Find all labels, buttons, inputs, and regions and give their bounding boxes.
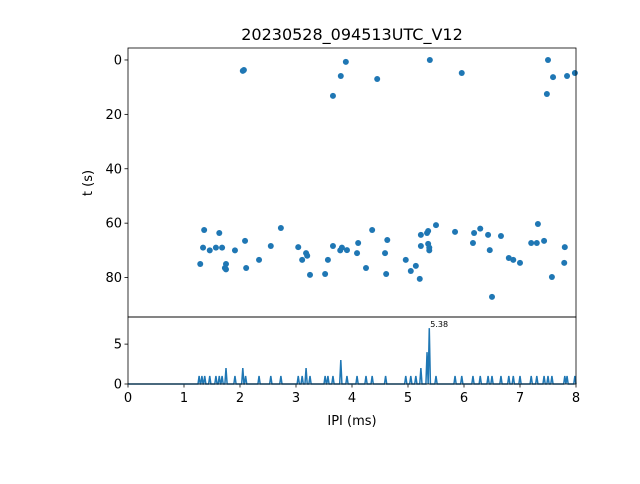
scatter-point (201, 226, 208, 233)
scatter-point (412, 262, 419, 269)
scatter-point (402, 256, 409, 263)
scatter-point (304, 252, 311, 259)
x-tick-label: 8 (572, 391, 580, 406)
axes-frame (127, 47, 577, 318)
x-tick-label: 1 (180, 391, 188, 406)
x-tick-label: 7 (516, 391, 524, 406)
scatter-point (206, 247, 213, 254)
scatter-point (369, 226, 376, 233)
scatter-point (322, 271, 329, 278)
x-tick-label: 4 (348, 391, 356, 406)
scatter-point (267, 243, 274, 250)
scatter-point (541, 237, 548, 244)
scatter-point (485, 231, 492, 238)
scatter-point (489, 293, 495, 300)
scatter-point (426, 247, 433, 254)
scatter-point (469, 240, 476, 247)
x-axis-label: IPI (ms) (327, 414, 376, 429)
scatter-point (355, 240, 362, 247)
axes-frame (127, 316, 577, 385)
scatter-point (343, 247, 350, 254)
scatter-point (383, 271, 390, 278)
scatter-point (417, 243, 424, 250)
scatter-point (324, 256, 331, 263)
scatter-point (329, 243, 336, 250)
scatter-point (417, 231, 424, 238)
scatter-point (486, 247, 493, 254)
scatter-point (197, 260, 204, 267)
annotation: 5.38 (430, 320, 448, 329)
scatter-point (571, 70, 578, 77)
scatter-point (338, 244, 345, 251)
scatter-point (240, 67, 247, 74)
scatter-point (382, 250, 389, 257)
x-tick-label: 0 (124, 391, 132, 406)
scatter-point (354, 250, 361, 257)
scatter-point (517, 259, 523, 266)
scatter-point (337, 73, 344, 80)
scatter-point (277, 225, 284, 232)
y-tick-label: 0 (114, 53, 122, 68)
y-tick-label: 20 (105, 108, 122, 123)
scatter-point (452, 228, 459, 235)
scatter-point (256, 256, 263, 263)
y-tick-label: 60 (105, 217, 122, 232)
scatter-point (231, 247, 238, 254)
scatter-point (548, 274, 555, 281)
scatter-point (299, 256, 306, 263)
x-tick-label: 5 (404, 391, 412, 406)
y-tick-label: 40 (105, 162, 122, 177)
y-axis-label: t (s) (81, 170, 96, 196)
scatter-point (534, 220, 541, 227)
scatter-point (550, 74, 557, 81)
scatter-point (242, 237, 249, 244)
x-tick-label: 2 (236, 391, 244, 406)
scatter-point (295, 244, 302, 251)
line-series (128, 328, 577, 385)
scatter-point (200, 244, 207, 251)
scatter-point (407, 268, 414, 275)
scatter-point (510, 256, 517, 263)
scatter-point (561, 259, 568, 266)
scatter-point (416, 275, 423, 282)
scatter-point (329, 92, 336, 99)
x-tick-label: 6 (460, 391, 468, 406)
scatter-point (533, 240, 540, 247)
scatter-point (342, 58, 349, 65)
scatter-point (497, 232, 504, 239)
scatter-point (561, 244, 568, 251)
scatter-point (243, 265, 250, 272)
scatter-point (471, 229, 478, 236)
scatter-point (564, 73, 571, 80)
x-tick-label: 3 (292, 391, 300, 406)
y-tick-label: 80 (105, 271, 122, 286)
scatter-point (223, 266, 229, 273)
scatter-point (425, 228, 432, 235)
scatter-point (374, 76, 381, 83)
scatter-point (426, 56, 433, 63)
y-tick-label: 5 (114, 338, 122, 353)
scatter-point (219, 244, 226, 251)
scatter-point (363, 265, 369, 272)
scatter-point (528, 240, 535, 247)
scatter-point (545, 56, 551, 63)
y-tick-label: 0 (114, 378, 122, 393)
scatter-point (307, 271, 313, 278)
scatter-point (543, 90, 550, 97)
scatter-point (477, 225, 484, 232)
scatter-point (384, 237, 391, 244)
scatter-point (505, 254, 512, 261)
scatter-point (212, 244, 219, 251)
scatter-point (223, 260, 229, 267)
scatter-point (216, 229, 223, 236)
scatter-point (458, 70, 465, 77)
scatter-point (433, 222, 439, 229)
chart-title: 20230528_094513UTC_V12 (241, 25, 463, 45)
